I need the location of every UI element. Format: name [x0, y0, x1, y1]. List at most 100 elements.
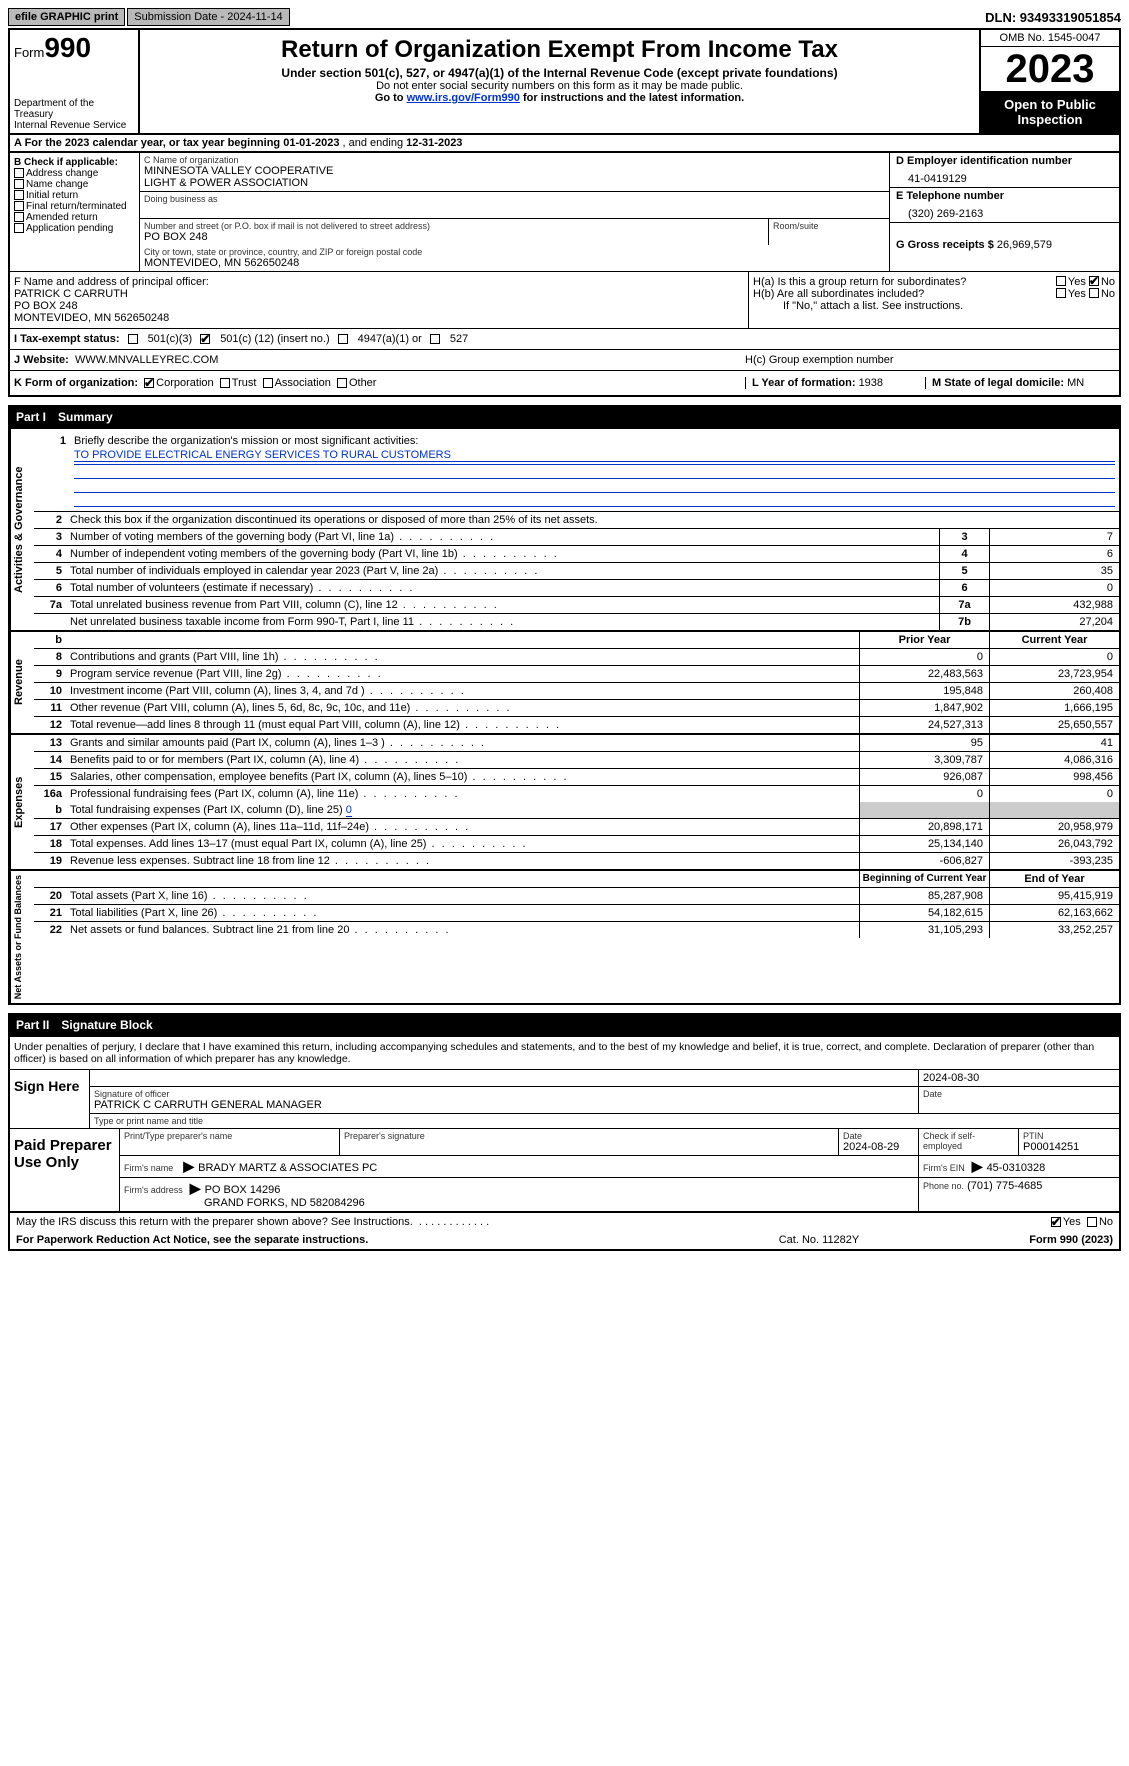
org-name-1: MINNESOTA VALLEY COOPERATIVE — [144, 165, 885, 177]
officer-sig-name: PATRICK C CARRUTH GENERAL MANAGER — [94, 1099, 914, 1111]
signature-block: Under penalties of perjury, I declare th… — [8, 1037, 1121, 1213]
table-row: 3Number of voting members of the governi… — [34, 529, 1119, 546]
chk-501c[interactable] — [200, 334, 210, 344]
table-row: 21Total liabilities (Part X, line 26)54,… — [34, 905, 1119, 922]
table-row: 14Benefits paid to or for members (Part … — [34, 752, 1119, 769]
chk-address-change[interactable] — [14, 168, 24, 178]
omb-number: OMB No. 1545-0047 — [981, 30, 1119, 47]
chk-4947[interactable] — [338, 334, 348, 344]
form-header: Form990 Department of the Treasury Inter… — [8, 30, 1121, 135]
row-fgh: F Name and address of principal officer:… — [8, 271, 1121, 328]
table-row: 7aTotal unrelated business revenue from … — [34, 597, 1119, 614]
table-row: 4Number of independent voting members of… — [34, 546, 1119, 563]
state-domicile: MN — [1067, 377, 1084, 389]
hdr-prior-year: Prior Year — [859, 632, 989, 648]
part1-exp: Expenses 13Grants and similar amounts pa… — [8, 735, 1121, 871]
vlabel-na: Net Assets or Fund Balances — [10, 871, 34, 1003]
tel-value: (320) 269-2163 — [896, 202, 1113, 220]
table-row: 19Revenue less expenses. Subtract line 1… — [34, 853, 1119, 869]
hdr-begin-year: Beginning of Current Year — [859, 871, 989, 887]
table-row: 9Program service revenue (Part VIII, lin… — [34, 666, 1119, 683]
section-bcd: B Check if applicable: Address change Na… — [8, 153, 1121, 271]
gross-receipts: 26,969,579 — [997, 239, 1052, 251]
table-row: 5Total number of individuals employed in… — [34, 563, 1119, 580]
part1-body: Activities & Governance 1Briefly describ… — [8, 429, 1121, 632]
org-address: PO BOX 248 — [144, 231, 764, 243]
pp-date: 2024-08-29 — [843, 1141, 914, 1153]
may-discuss-row: May the IRS discuss this return with the… — [8, 1213, 1121, 1231]
paid-preparer-label: Paid Preparer Use Only — [10, 1129, 120, 1211]
submission-date: Submission Date - 2024-11-14 — [127, 8, 289, 26]
table-row: 13Grants and similar amounts paid (Part … — [34, 735, 1119, 752]
form-title: Return of Organization Exempt From Incom… — [148, 36, 971, 64]
form-label: Form990 — [14, 32, 134, 64]
year-formation: 1938 — [859, 377, 883, 389]
row-j-website: J Website: WWW.MNVALLEYREC.COM H(c) Grou… — [8, 349, 1121, 370]
ptin: P00014251 — [1023, 1141, 1115, 1153]
row-a-taxyear: A For the 2023 calendar year, or tax yea… — [8, 135, 1121, 153]
sig-date: 2024-08-30 — [919, 1070, 1119, 1086]
chk-ha-no[interactable] — [1089, 276, 1099, 286]
mission-text: TO PROVIDE ELECTRICAL ENERGY SERVICES TO… — [74, 449, 1115, 462]
chk-amended-return[interactable] — [14, 212, 24, 222]
chk-ha-yes[interactable] — [1056, 276, 1066, 286]
row-k-form-org: K Form of organization: Corporation Trus… — [8, 370, 1121, 397]
ein-value: 41-0419129 — [896, 167, 1113, 185]
chk-501c3[interactable] — [128, 334, 138, 344]
website-value: WWW.MNVALLEYREC.COM — [75, 354, 218, 366]
part1-rev: Revenue bPrior YearCurrent Year 8Contrib… — [8, 632, 1121, 735]
chk-name-change[interactable] — [14, 179, 24, 189]
row-i-tax-status: I Tax-exempt status: 501(c)(3) 501(c) (1… — [8, 328, 1121, 349]
col-d-ein: D Employer identification number 41-0419… — [889, 153, 1119, 271]
tax-year: 2023 — [981, 47, 1119, 91]
chk-assoc[interactable] — [263, 378, 273, 388]
efile-print-button[interactable]: efile GRAPHIC print — [8, 8, 125, 26]
chk-final-return[interactable] — [14, 201, 24, 211]
chk-hb-yes[interactable] — [1056, 288, 1066, 298]
vlabel-ag: Activities & Governance — [10, 429, 34, 630]
chk-initial-return[interactable] — [14, 190, 24, 200]
sign-here-label: Sign Here — [10, 1070, 90, 1128]
chk-discuss-no[interactable] — [1087, 1217, 1097, 1227]
top-toolbar: efile GRAPHIC print Submission Date - 20… — [8, 8, 1121, 30]
org-name-2: LIGHT & POWER ASSOCIATION — [144, 177, 885, 189]
vlabel-rev: Revenue — [10, 632, 34, 733]
dln: DLN: 93493319051854 — [985, 10, 1121, 25]
officer-addr1: PO BOX 248 — [14, 300, 744, 312]
footer-catno: Cat. No. 11282Y — [719, 1231, 919, 1249]
page-footer: For Paperwork Reduction Act Notice, see … — [8, 1231, 1121, 1251]
officer-name: PATRICK C CARRUTH — [14, 288, 744, 300]
chk-other[interactable] — [337, 378, 347, 388]
table-row: 6Total number of volunteers (estimate if… — [34, 580, 1119, 597]
dept-treasury: Department of the Treasury — [14, 98, 134, 120]
table-row: 16aProfessional fundraising fees (Part I… — [34, 786, 1119, 802]
firm-addr1: PO BOX 14296 — [205, 1184, 281, 1196]
table-row: 10Investment income (Part VIII, column (… — [34, 683, 1119, 700]
chk-527[interactable] — [430, 334, 440, 344]
part1-na: Net Assets or Fund Balances Beginning of… — [8, 871, 1121, 1005]
chk-discuss-yes[interactable] — [1051, 1217, 1061, 1227]
table-row: 20Total assets (Part X, line 16)85,287,9… — [34, 888, 1119, 905]
subtitle-1: Under section 501(c), 527, or 4947(a)(1)… — [148, 66, 971, 80]
table-row: 11Other revenue (Part VIII, column (A), … — [34, 700, 1119, 717]
chk-app-pending[interactable] — [14, 223, 24, 233]
table-row: 18Total expenses. Add lines 13–17 (must … — [34, 836, 1119, 853]
table-row: 12Total revenue—add lines 8 through 11 (… — [34, 717, 1119, 733]
vlabel-exp: Expenses — [10, 735, 34, 869]
table-row: 15Salaries, other compensation, employee… — [34, 769, 1119, 786]
part2-header: Part IISignature Block — [8, 1013, 1121, 1037]
footer-form: Form 990 (2023) — [919, 1231, 1119, 1249]
org-city: MONTEVIDEO, MN 562650248 — [144, 257, 885, 269]
chk-trust[interactable] — [220, 378, 230, 388]
chk-hb-no[interactable] — [1089, 288, 1099, 298]
chk-corp[interactable] — [144, 378, 154, 388]
firm-name: BRADY MARTZ & ASSOCIATES PC — [198, 1162, 377, 1174]
irs-link[interactable]: www.irs.gov/Form990 — [407, 92, 520, 104]
sig-intro: Under penalties of perjury, I declare th… — [10, 1037, 1119, 1069]
table-row: Net unrelated business taxable income fr… — [34, 614, 1119, 630]
firm-addr2: GRAND FORKS, ND 582084296 — [124, 1197, 914, 1209]
officer-addr2: MONTEVIDEO, MN 562650248 — [14, 312, 744, 324]
irs-label: Internal Revenue Service — [14, 120, 134, 131]
open-inspection: Open to Public Inspection — [981, 91, 1119, 133]
firm-ein: 45-0310328 — [987, 1162, 1046, 1174]
